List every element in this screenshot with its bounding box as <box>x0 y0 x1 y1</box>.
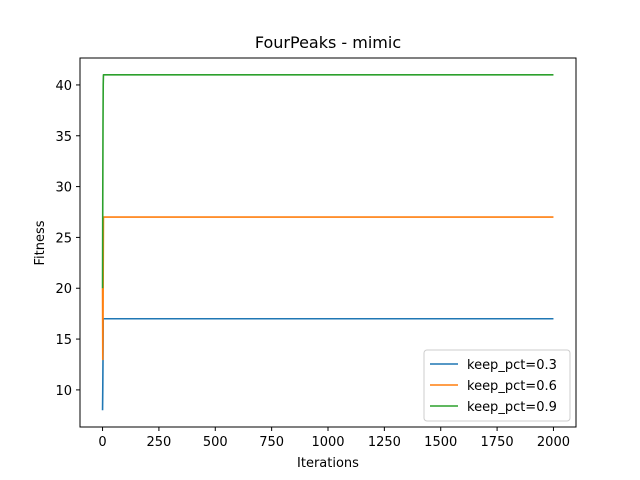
legend-label-2: keep_pct=0.6 <box>467 379 557 394</box>
legend-label-3: keep_pct=0.9 <box>467 400 557 415</box>
x-tick-label: 1500 <box>424 435 457 450</box>
legend: keep_pct=0.3 keep_pct=0.6 keep_pct=0.9 <box>423 349 571 422</box>
plot-area <box>101 73 554 411</box>
x-tick-label: 1000 <box>311 435 344 450</box>
x-tick-label: 250 <box>146 435 171 450</box>
y-tick-label: 20 <box>55 282 72 297</box>
ticks-layer: 0 250 500 750 1000 1250 1500 1750 2000 10 15 20 25 30… <box>55 79 570 450</box>
y-tick-label: 25 <box>55 231 72 246</box>
chart-title: FourPeaks - mimic <box>255 33 401 52</box>
y-tick-label: 30 <box>55 181 72 196</box>
axes-frame <box>79 57 577 428</box>
x-tick-label: 0 <box>98 435 106 450</box>
y-tick-label: 35 <box>55 130 72 145</box>
legend-box <box>423 349 571 422</box>
series-line-3 <box>101 73 554 289</box>
y-tick-label: 40 <box>55 79 72 94</box>
x-tick-label: 2000 <box>537 435 570 450</box>
y-tick-label: 10 <box>55 384 72 399</box>
x-tick-label: 500 <box>203 435 228 450</box>
y-axis-label: Fitness <box>33 220 48 265</box>
y-tick-label: 15 <box>55 333 72 348</box>
x-tick-label: 750 <box>259 435 284 450</box>
x-tick-label: 1750 <box>481 435 514 450</box>
x-axis-label: Iterations <box>297 456 359 471</box>
legend-label-1: keep_pct=0.3 <box>467 358 557 373</box>
x-tick-label: 1250 <box>368 435 401 450</box>
